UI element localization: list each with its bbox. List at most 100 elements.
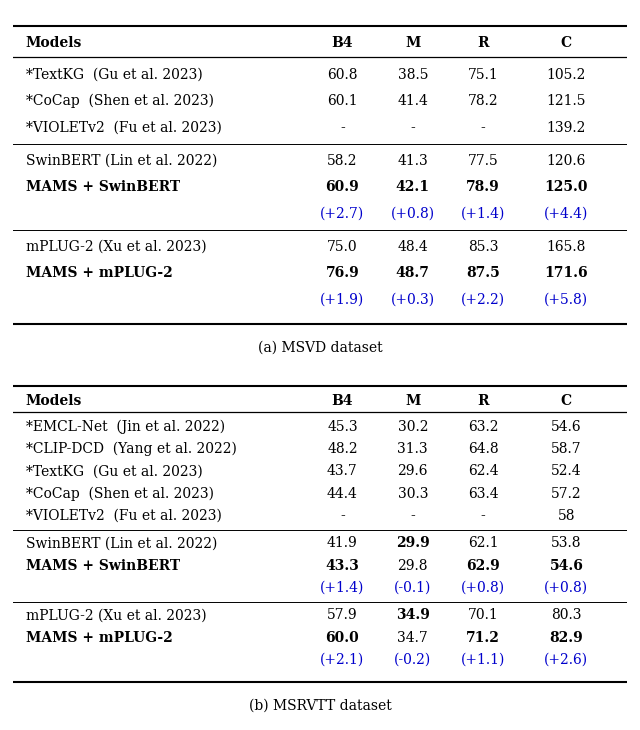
Text: (+2.7): (+2.7)	[320, 207, 365, 220]
Text: C: C	[561, 36, 572, 50]
Text: (+1.1): (+1.1)	[461, 653, 506, 667]
Text: *VIOLETv2  (Fu et al. 2023): *VIOLETv2 (Fu et al. 2023)	[26, 120, 221, 135]
Text: 60.1: 60.1	[327, 94, 358, 108]
Text: 38.5: 38.5	[397, 68, 428, 82]
Text: 57.2: 57.2	[551, 487, 582, 501]
Text: (+1.4): (+1.4)	[320, 581, 365, 595]
Text: *CLIP-DCD  (Yang et al. 2022): *CLIP-DCD (Yang et al. 2022)	[26, 442, 236, 456]
Text: 30.3: 30.3	[397, 487, 428, 501]
Text: 42.1: 42.1	[396, 180, 430, 194]
Text: B4: B4	[332, 393, 353, 407]
Text: 77.5: 77.5	[468, 154, 499, 168]
Text: R: R	[477, 36, 489, 50]
Text: M: M	[405, 393, 420, 407]
Text: 43.3: 43.3	[326, 558, 359, 572]
Text: -: -	[410, 120, 415, 135]
Text: MAMS + SwinBERT: MAMS + SwinBERT	[26, 180, 180, 194]
Text: 64.8: 64.8	[468, 442, 499, 456]
Text: (+0.8): (+0.8)	[391, 207, 435, 220]
Text: MAMS + mPLUG-2: MAMS + mPLUG-2	[26, 631, 172, 645]
Text: -: -	[481, 120, 486, 135]
Text: -: -	[340, 509, 345, 523]
Text: 60.9: 60.9	[326, 180, 359, 194]
Text: 54.6: 54.6	[550, 558, 583, 572]
Text: *TextKG  (Gu et al. 2023): *TextKG (Gu et al. 2023)	[26, 464, 202, 478]
Text: M: M	[405, 36, 420, 50]
Text: -: -	[340, 120, 345, 135]
Text: MAMS + SwinBERT: MAMS + SwinBERT	[26, 558, 180, 572]
Text: (b) MSRVTT dataset: (b) MSRVTT dataset	[248, 699, 392, 713]
Text: 41.9: 41.9	[327, 537, 358, 550]
Text: 87.5: 87.5	[467, 266, 500, 280]
Text: 31.3: 31.3	[397, 442, 428, 456]
Text: 43.7: 43.7	[327, 464, 358, 478]
Text: (+2.1): (+2.1)	[320, 653, 365, 667]
Text: 34.7: 34.7	[397, 631, 428, 645]
Text: 121.5: 121.5	[547, 94, 586, 108]
Text: 48.2: 48.2	[327, 442, 358, 456]
Text: 54.6: 54.6	[551, 420, 582, 434]
Text: 71.2: 71.2	[467, 631, 500, 645]
Text: 78.2: 78.2	[468, 94, 499, 108]
Text: 60.0: 60.0	[326, 631, 359, 645]
Text: Models: Models	[26, 36, 82, 50]
Text: (+0.8): (+0.8)	[461, 581, 505, 595]
Text: (+2.6): (+2.6)	[545, 653, 588, 667]
Text: 62.9: 62.9	[467, 558, 500, 572]
Text: 58.7: 58.7	[551, 442, 582, 456]
Text: 29.9: 29.9	[396, 537, 429, 550]
Text: (+1.9): (+1.9)	[320, 293, 365, 307]
Text: *VIOLETv2  (Fu et al. 2023): *VIOLETv2 (Fu et al. 2023)	[26, 509, 221, 523]
Text: 75.0: 75.0	[327, 239, 358, 253]
Text: 29.6: 29.6	[397, 464, 428, 478]
Text: 41.3: 41.3	[397, 154, 428, 168]
Text: 53.8: 53.8	[551, 537, 582, 550]
Text: 105.2: 105.2	[547, 68, 586, 82]
Text: 76.9: 76.9	[326, 266, 359, 280]
Text: (-0.1): (-0.1)	[394, 581, 431, 595]
Text: 45.3: 45.3	[327, 420, 358, 434]
Text: (+0.3): (+0.3)	[391, 293, 435, 307]
Text: 85.3: 85.3	[468, 239, 499, 253]
Text: Models: Models	[26, 393, 82, 407]
Text: C: C	[561, 393, 572, 407]
Text: 52.4: 52.4	[551, 464, 582, 478]
Text: -: -	[410, 509, 415, 523]
Text: 70.1: 70.1	[468, 608, 499, 623]
Text: 62.1: 62.1	[468, 537, 499, 550]
Text: 41.4: 41.4	[397, 94, 428, 108]
Text: *TextKG  (Gu et al. 2023): *TextKG (Gu et al. 2023)	[26, 68, 202, 82]
Text: -: -	[481, 509, 486, 523]
Text: 75.1: 75.1	[468, 68, 499, 82]
Text: 48.4: 48.4	[397, 239, 428, 253]
Text: mPLUG-2 (Xu et al. 2023): mPLUG-2 (Xu et al. 2023)	[26, 239, 206, 253]
Text: (+1.4): (+1.4)	[461, 207, 506, 220]
Text: 34.9: 34.9	[396, 608, 429, 623]
Text: 48.7: 48.7	[396, 266, 429, 280]
Text: SwinBERT (Lin et al. 2022): SwinBERT (Lin et al. 2022)	[26, 154, 217, 168]
Text: (+2.2): (+2.2)	[461, 293, 505, 307]
Text: 57.9: 57.9	[327, 608, 358, 623]
Text: (+5.8): (+5.8)	[545, 293, 588, 307]
Text: 139.2: 139.2	[547, 120, 586, 135]
Text: 63.2: 63.2	[468, 420, 499, 434]
Text: 80.3: 80.3	[551, 608, 582, 623]
Text: 44.4: 44.4	[327, 487, 358, 501]
Text: *EMCL-Net  (Jin et al. 2022): *EMCL-Net (Jin et al. 2022)	[26, 420, 225, 434]
Text: *CoCap  (Shen et al. 2023): *CoCap (Shen et al. 2023)	[26, 94, 214, 109]
Text: 78.9: 78.9	[467, 180, 500, 194]
Text: 60.8: 60.8	[327, 68, 358, 82]
Text: 120.6: 120.6	[547, 154, 586, 168]
Text: 125.0: 125.0	[545, 180, 588, 194]
Text: *CoCap  (Shen et al. 2023): *CoCap (Shen et al. 2023)	[26, 486, 214, 501]
Text: mPLUG-2 (Xu et al. 2023): mPLUG-2 (Xu et al. 2023)	[26, 608, 206, 623]
Text: 62.4: 62.4	[468, 464, 499, 478]
Text: R: R	[477, 393, 489, 407]
Text: 82.9: 82.9	[550, 631, 583, 645]
Text: 29.8: 29.8	[397, 558, 428, 572]
Text: 171.6: 171.6	[545, 266, 588, 280]
Text: (+4.4): (+4.4)	[544, 207, 589, 220]
Text: 58: 58	[557, 509, 575, 523]
Text: 30.2: 30.2	[397, 420, 428, 434]
Text: B4: B4	[332, 36, 353, 50]
